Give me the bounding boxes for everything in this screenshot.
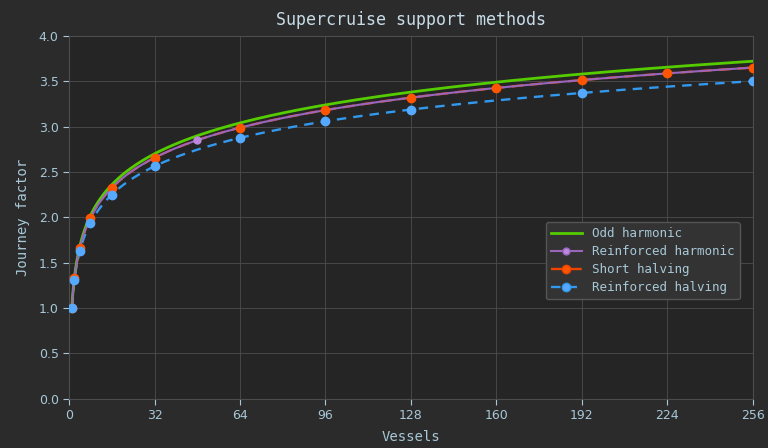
Title: Supercruise support methods: Supercruise support methods	[276, 11, 546, 29]
Y-axis label: Journey factor: Journey factor	[16, 159, 31, 276]
X-axis label: Vessels: Vessels	[382, 431, 440, 444]
Legend: Odd harmonic, Reinforced harmonic, Short halving, Reinforced halving: Odd harmonic, Reinforced harmonic, Short…	[546, 222, 740, 299]
